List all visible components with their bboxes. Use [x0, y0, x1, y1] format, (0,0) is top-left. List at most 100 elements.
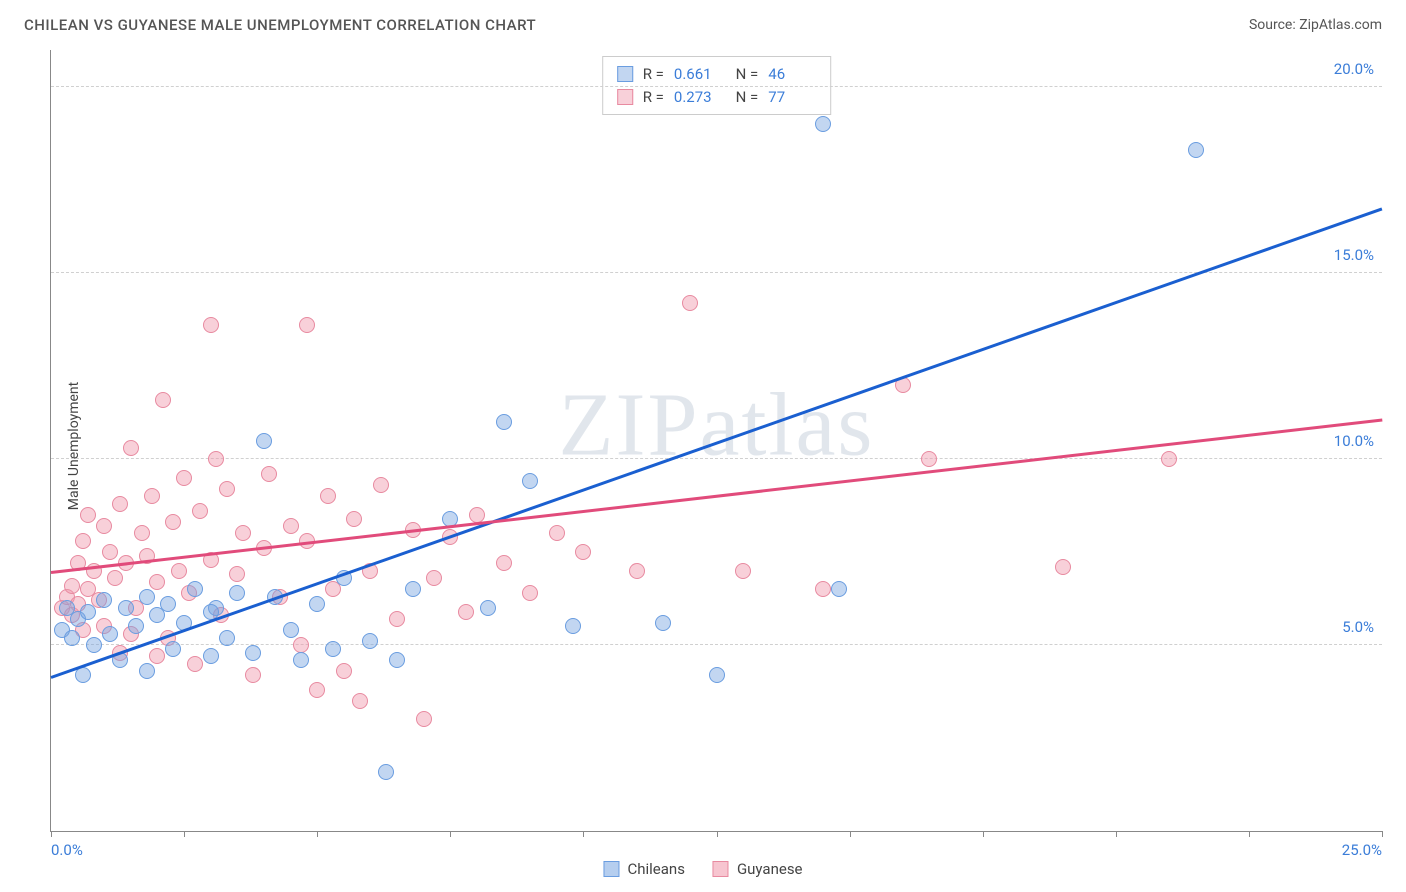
scatter-point	[245, 645, 261, 661]
scatter-point	[629, 563, 645, 579]
scatter-point	[229, 585, 245, 601]
scatter-point	[144, 488, 160, 504]
x-tick	[1249, 831, 1250, 837]
scatter-point	[208, 451, 224, 467]
scatter-point	[75, 533, 91, 549]
stats-row: R = 0.661 N = 46	[617, 63, 817, 86]
scatter-point	[134, 525, 150, 541]
scatter-point	[203, 317, 219, 333]
y-tick-label: 20.0%	[1334, 60, 1374, 78]
scatter-point	[320, 488, 336, 504]
scatter-point	[102, 626, 118, 642]
scatter-point	[336, 663, 352, 679]
scatter-point	[389, 652, 405, 668]
scatter-point	[64, 630, 80, 646]
scatter-point	[831, 581, 847, 597]
stats-row: R = 0.273 N = 77	[617, 86, 817, 109]
scatter-point	[293, 637, 309, 653]
chart-legend: Chileans Guyanese	[603, 860, 802, 878]
x-tick	[51, 831, 52, 837]
legend-swatch	[713, 861, 729, 877]
scatter-point	[283, 622, 299, 638]
scatter-point	[575, 544, 591, 560]
scatter-point	[416, 711, 432, 727]
n-value: 77	[768, 86, 816, 109]
scatter-point	[261, 466, 277, 482]
legend-item: Guyanese	[713, 860, 803, 878]
r-value: 0.661	[674, 63, 722, 86]
scatter-point	[160, 596, 176, 612]
scatter-point	[480, 600, 496, 616]
scatter-point	[299, 317, 315, 333]
x-tick-label: 25.0%	[1342, 841, 1382, 859]
scatter-point	[378, 764, 394, 780]
scatter-point	[389, 611, 405, 627]
scatter-point	[921, 451, 937, 467]
x-tick	[184, 831, 185, 837]
scatter-point	[219, 630, 235, 646]
scatter-point	[219, 481, 235, 497]
scatter-point	[735, 563, 751, 579]
scatter-point	[293, 652, 309, 668]
scatter-point	[149, 574, 165, 590]
scatter-point	[80, 507, 96, 523]
scatter-point	[815, 581, 831, 597]
x-tick	[1382, 831, 1383, 837]
x-tick	[717, 831, 718, 837]
scatter-point	[96, 518, 112, 534]
scatter-point	[352, 693, 368, 709]
x-tick	[850, 831, 851, 837]
scatter-point	[96, 592, 112, 608]
scatter-point	[256, 433, 272, 449]
scatter-plot-area: ZIPatlas R = 0.661 N = 46R = 0.273 N = 7…	[50, 50, 1382, 832]
legend-item: Chileans	[603, 860, 684, 878]
scatter-point	[64, 578, 80, 594]
y-tick-label: 10.0%	[1334, 432, 1374, 450]
x-tick	[583, 831, 584, 837]
gridline	[51, 458, 1382, 459]
x-tick	[983, 831, 984, 837]
n-label: N =	[732, 86, 758, 109]
scatter-point	[522, 585, 538, 601]
chart-header: CHILEAN VS GUYANESE MALE UNEMPLOYMENT CO…	[0, 0, 1406, 40]
scatter-point	[187, 656, 203, 672]
scatter-point	[655, 615, 671, 631]
scatter-point	[165, 641, 181, 657]
legend-swatch	[603, 861, 619, 877]
scatter-point	[309, 596, 325, 612]
scatter-point	[565, 618, 581, 634]
scatter-point	[522, 473, 538, 489]
scatter-point	[155, 392, 171, 408]
gridline	[51, 86, 1382, 87]
scatter-point	[682, 295, 698, 311]
r-value: 0.273	[674, 86, 722, 109]
scatter-point	[149, 648, 165, 664]
scatter-point	[346, 511, 362, 527]
scatter-point	[102, 544, 118, 560]
scatter-point	[283, 518, 299, 534]
n-label: N =	[732, 63, 758, 86]
n-value: 46	[768, 63, 816, 86]
legend-label: Chileans	[627, 860, 684, 878]
scatter-point	[709, 667, 725, 683]
scatter-point	[80, 604, 96, 620]
scatter-point	[118, 600, 134, 616]
scatter-point	[171, 563, 187, 579]
scatter-point	[229, 566, 245, 582]
x-tick	[450, 831, 451, 837]
chart-title: CHILEAN VS GUYANESE MALE UNEMPLOYMENT CO…	[24, 16, 536, 34]
scatter-point	[1188, 142, 1204, 158]
scatter-point	[192, 503, 208, 519]
scatter-point	[235, 525, 251, 541]
r-label: R =	[643, 63, 664, 86]
scatter-point	[139, 663, 155, 679]
y-tick-label: 15.0%	[1334, 246, 1374, 264]
x-tick	[1116, 831, 1117, 837]
scatter-point	[458, 604, 474, 620]
scatter-point	[325, 641, 341, 657]
scatter-point	[176, 470, 192, 486]
stats-swatch	[617, 89, 633, 105]
x-tick	[317, 831, 318, 837]
x-tick-label: 0.0%	[51, 841, 83, 859]
scatter-point	[139, 589, 155, 605]
